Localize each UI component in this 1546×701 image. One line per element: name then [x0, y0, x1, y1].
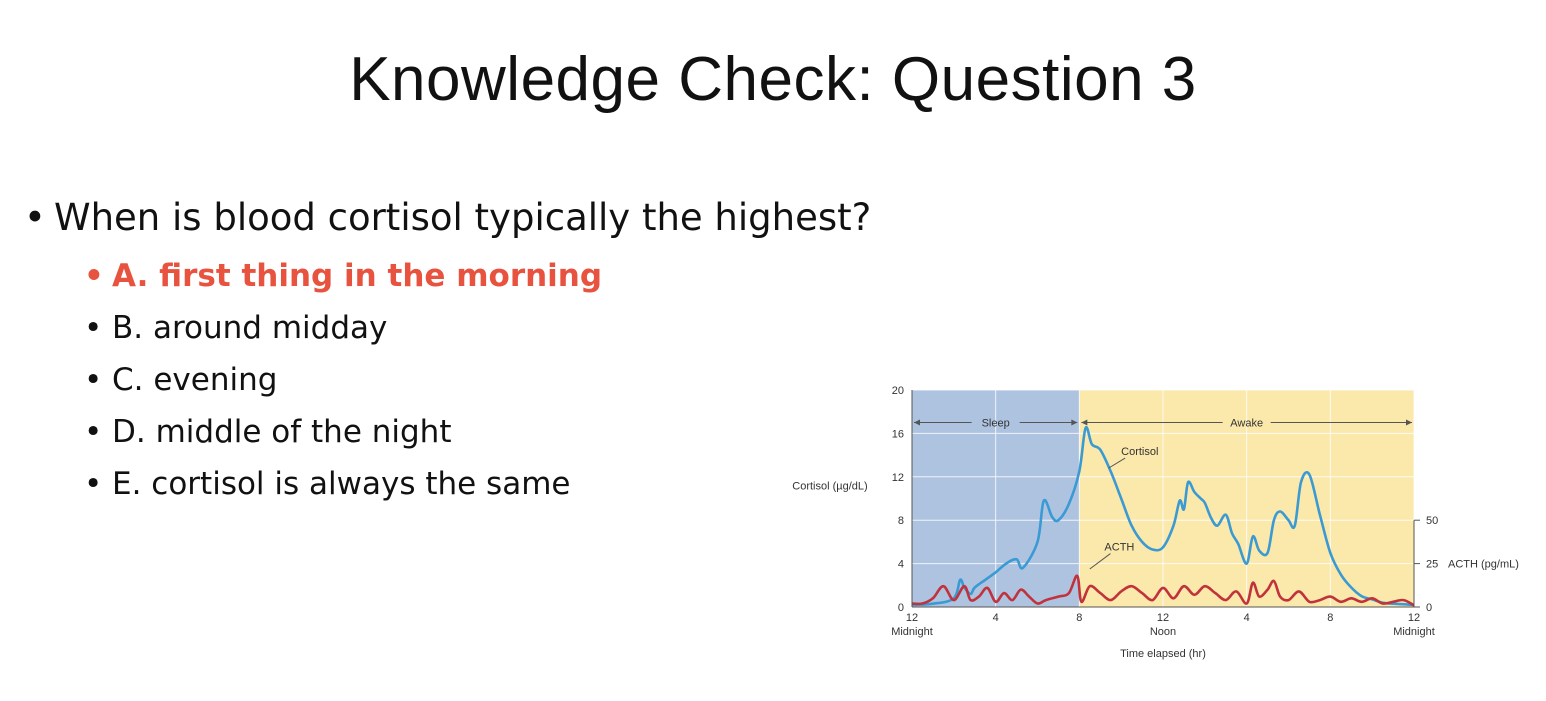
option-label: A. first thing in the morning	[112, 258, 603, 294]
y-tick-label-left: 20	[892, 385, 904, 397]
chart-labels: 0 4 8 12 16 20 0 25 50 12 Midnight 4 8 12 Noon 4 8 12 Midn…	[792, 385, 1519, 660]
x-tick-sublabel: Noon	[1150, 626, 1176, 638]
y-axis-title-right: ACTH (pg/mL)	[1448, 559, 1519, 571]
chart-svg: 0 4 8 12 16 20 0 25 50 12 Midnight 4 8 12 Noon 4 8 12 Midn…	[792, 385, 1519, 660]
bullet-icon: •	[84, 466, 103, 502]
annotation-leader	[1089, 553, 1111, 570]
x-tick-label: 4	[993, 612, 999, 624]
bullet-icon: •	[24, 196, 46, 239]
region-label-sleep: Sleep	[982, 418, 1010, 430]
cortisol-acth-chart: 0 4 8 12 16 20 0 25 50 12 Midnight 4 8 12 Noon 4 8 12 Midn…	[780, 380, 1546, 680]
x-axis-title: Time elapsed (hr)	[1120, 648, 1206, 660]
answer-options: • A. first thing in the morning • B. aroun…	[84, 252, 602, 512]
slide-title: Knowledge Check: Question 3	[349, 45, 1197, 114]
x-tick-label: 12	[906, 612, 918, 624]
x-tick-sublabel: Midnight	[891, 626, 933, 638]
series-line-acth	[911, 574, 1415, 607]
y-tick-label-left: 12	[892, 472, 904, 484]
arrowhead-left-icon	[914, 419, 920, 426]
option-b: • B. around midday	[84, 304, 602, 356]
y-tick-label-left: 8	[898, 515, 904, 527]
x-tick-label: 12	[1408, 612, 1420, 624]
x-tick-label: 8	[1327, 612, 1333, 624]
option-d: • D. middle of the night	[84, 408, 602, 460]
chart-series	[911, 425, 1415, 607]
y-tick-label-right: 25	[1426, 559, 1438, 571]
option-label: C. evening	[112, 362, 278, 398]
x-tick-sublabel: Midnight	[1393, 626, 1435, 638]
y-tick-label-right: 50	[1426, 515, 1438, 527]
x-tick-label: 4	[1244, 612, 1250, 624]
question-label: When is blood cortisol typically the hig…	[54, 196, 872, 239]
option-label: E. cortisol is always the same	[112, 466, 571, 502]
y-tick-label-right: 0	[1426, 602, 1432, 614]
y-tick-label-left: 0	[898, 602, 904, 614]
annotation-leader	[1108, 457, 1126, 469]
arrowhead-right-icon	[1406, 419, 1412, 426]
option-c: • C. evening	[84, 356, 602, 408]
option-e: • E. cortisol is always the same	[84, 460, 602, 512]
arrowhead-right-icon	[1071, 419, 1078, 426]
y-axis-title-left: Cortisol (µg/dL)	[792, 480, 867, 492]
annotation-acth: ACTH	[1104, 542, 1134, 554]
option-label: D. middle of the night	[112, 414, 452, 450]
chart-axes	[911, 390, 1420, 608]
annotation-cortisol: Cortisol	[1121, 446, 1158, 458]
bullet-icon: •	[84, 362, 103, 398]
y-tick-label-left: 16	[892, 428, 904, 440]
bullet-icon: •	[84, 414, 103, 450]
option-label: B. around midday	[112, 310, 388, 346]
series-line-cortisol	[911, 425, 1415, 607]
option-a: • A. first thing in the morning	[84, 252, 602, 304]
bullet-icon: •	[84, 258, 104, 294]
y-tick-label-left: 4	[898, 559, 904, 571]
arrowhead-left-icon	[1081, 419, 1088, 426]
region-label-awake: Awake	[1230, 418, 1263, 430]
x-tick-label: 8	[1076, 612, 1082, 624]
x-tick-label: 12	[1157, 612, 1169, 624]
bullet-icon: •	[84, 310, 103, 346]
question-text: • When is blood cortisol typically the hi…	[24, 196, 871, 239]
